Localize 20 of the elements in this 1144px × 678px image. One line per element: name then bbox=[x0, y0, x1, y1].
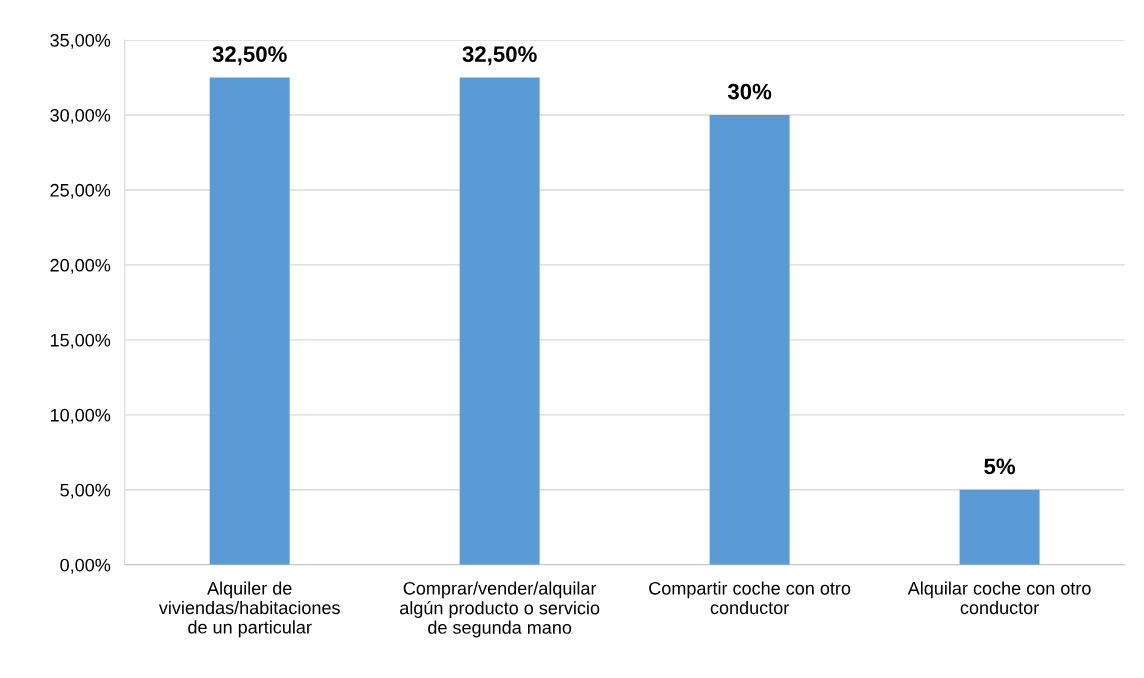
data-label: 32,50% bbox=[212, 46, 287, 66]
y-tick-label: 15,00% bbox=[50, 333, 111, 349]
data-label: 5% bbox=[984, 458, 1016, 475]
y-tick-label: 30,00% bbox=[50, 108, 111, 124]
data-label: 32,50% bbox=[462, 46, 537, 66]
y-tick-label: 25,00% bbox=[50, 183, 111, 199]
x-tick-label: Comprar/vender/alquilar algún producto o servicio de segunda mano bbox=[400, 581, 600, 638]
bar bbox=[209, 77, 290, 565]
bar bbox=[959, 489, 1040, 565]
bar bbox=[459, 77, 540, 565]
y-tick-label: 10,00% bbox=[50, 408, 111, 424]
x-tick-label: Alquiler de viviendas/habitaciones de un particular bbox=[158, 581, 340, 638]
y-tick-label: 35,00% bbox=[50, 33, 111, 49]
x-tick-label: Compartir coche con otro conductor bbox=[649, 581, 851, 615]
y-tick-label: 5,00% bbox=[60, 483, 111, 499]
y-tick-label: 0,00% bbox=[60, 558, 111, 574]
x-tick-label: Alquilar coche con otro conductor bbox=[907, 581, 1091, 615]
y-tick-label: 20,00% bbox=[50, 258, 111, 274]
data-label: 30% bbox=[727, 83, 772, 100]
bar bbox=[709, 114, 790, 565]
